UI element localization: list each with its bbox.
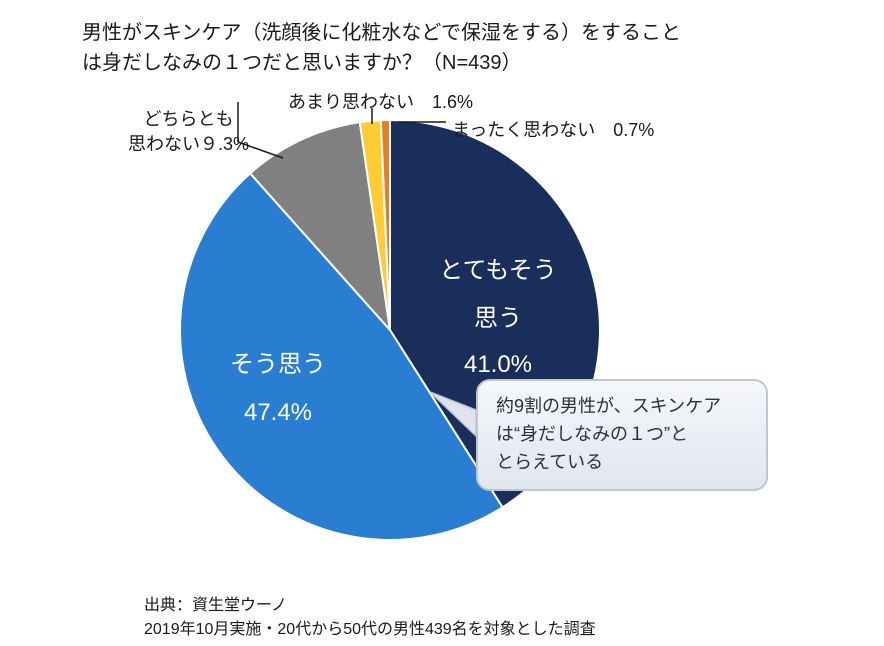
ext-label-neutral-l1: どちらとも <box>144 109 234 129</box>
page-root: 男性がスキンケア（洗顔後に化粧水などで保湿をする）をすること は身だしなみの１つ… <box>0 0 884 646</box>
pie-chart: とてもそう思う 41.0% そう思う 47.4% どちらとも 思わない９.3% あまり… <box>0 70 884 590</box>
chart-title: 男性がスキンケア（洗顔後に化粧水などで保湿をする）をすること は身だしなみの１つ… <box>82 18 782 78</box>
slice-label-strong-2: 思う <box>474 305 522 332</box>
slice-pct-strong: 41.0% <box>464 351 532 378</box>
ext-label-neutral-l2: 思わない９.3% <box>128 134 249 154</box>
slice-label-strong: とてもそう <box>439 257 557 284</box>
callout-line3: とらえている <box>496 452 603 472</box>
callout-line2: は“身だしなみの１つ”と <box>496 424 688 444</box>
footnote-line2: 2019年10月実施・20代から50代の男性439名を対象とした調査 <box>144 621 596 638</box>
callout-line1: 約9割の男性が、スキンケア <box>496 396 721 416</box>
slice-label-agree: そう思う <box>230 351 326 378</box>
footnote: 出典：資生堂ウーノ 2019年10月実施・20代から50代の男性439名を対象と… <box>144 594 596 642</box>
title-line1: 男性がスキンケア（洗顔後に化粧水などで保湿をする）をすること <box>82 22 681 44</box>
slice-pct-agree: 47.4% <box>244 399 312 426</box>
footnote-line1: 出典：資生堂ウーノ <box>144 597 287 614</box>
ext-label-not-much: あまり思わない 1.6% <box>288 88 473 114</box>
callout-box: 約9割の男性が、スキンケア は“身だしなみの１つ”と とらえている <box>476 379 768 491</box>
ext-label-neutral: どちらとも 思わない９.3% <box>128 107 249 157</box>
ext-label-not-at-all: まったく思わない 0.7% <box>452 116 654 142</box>
